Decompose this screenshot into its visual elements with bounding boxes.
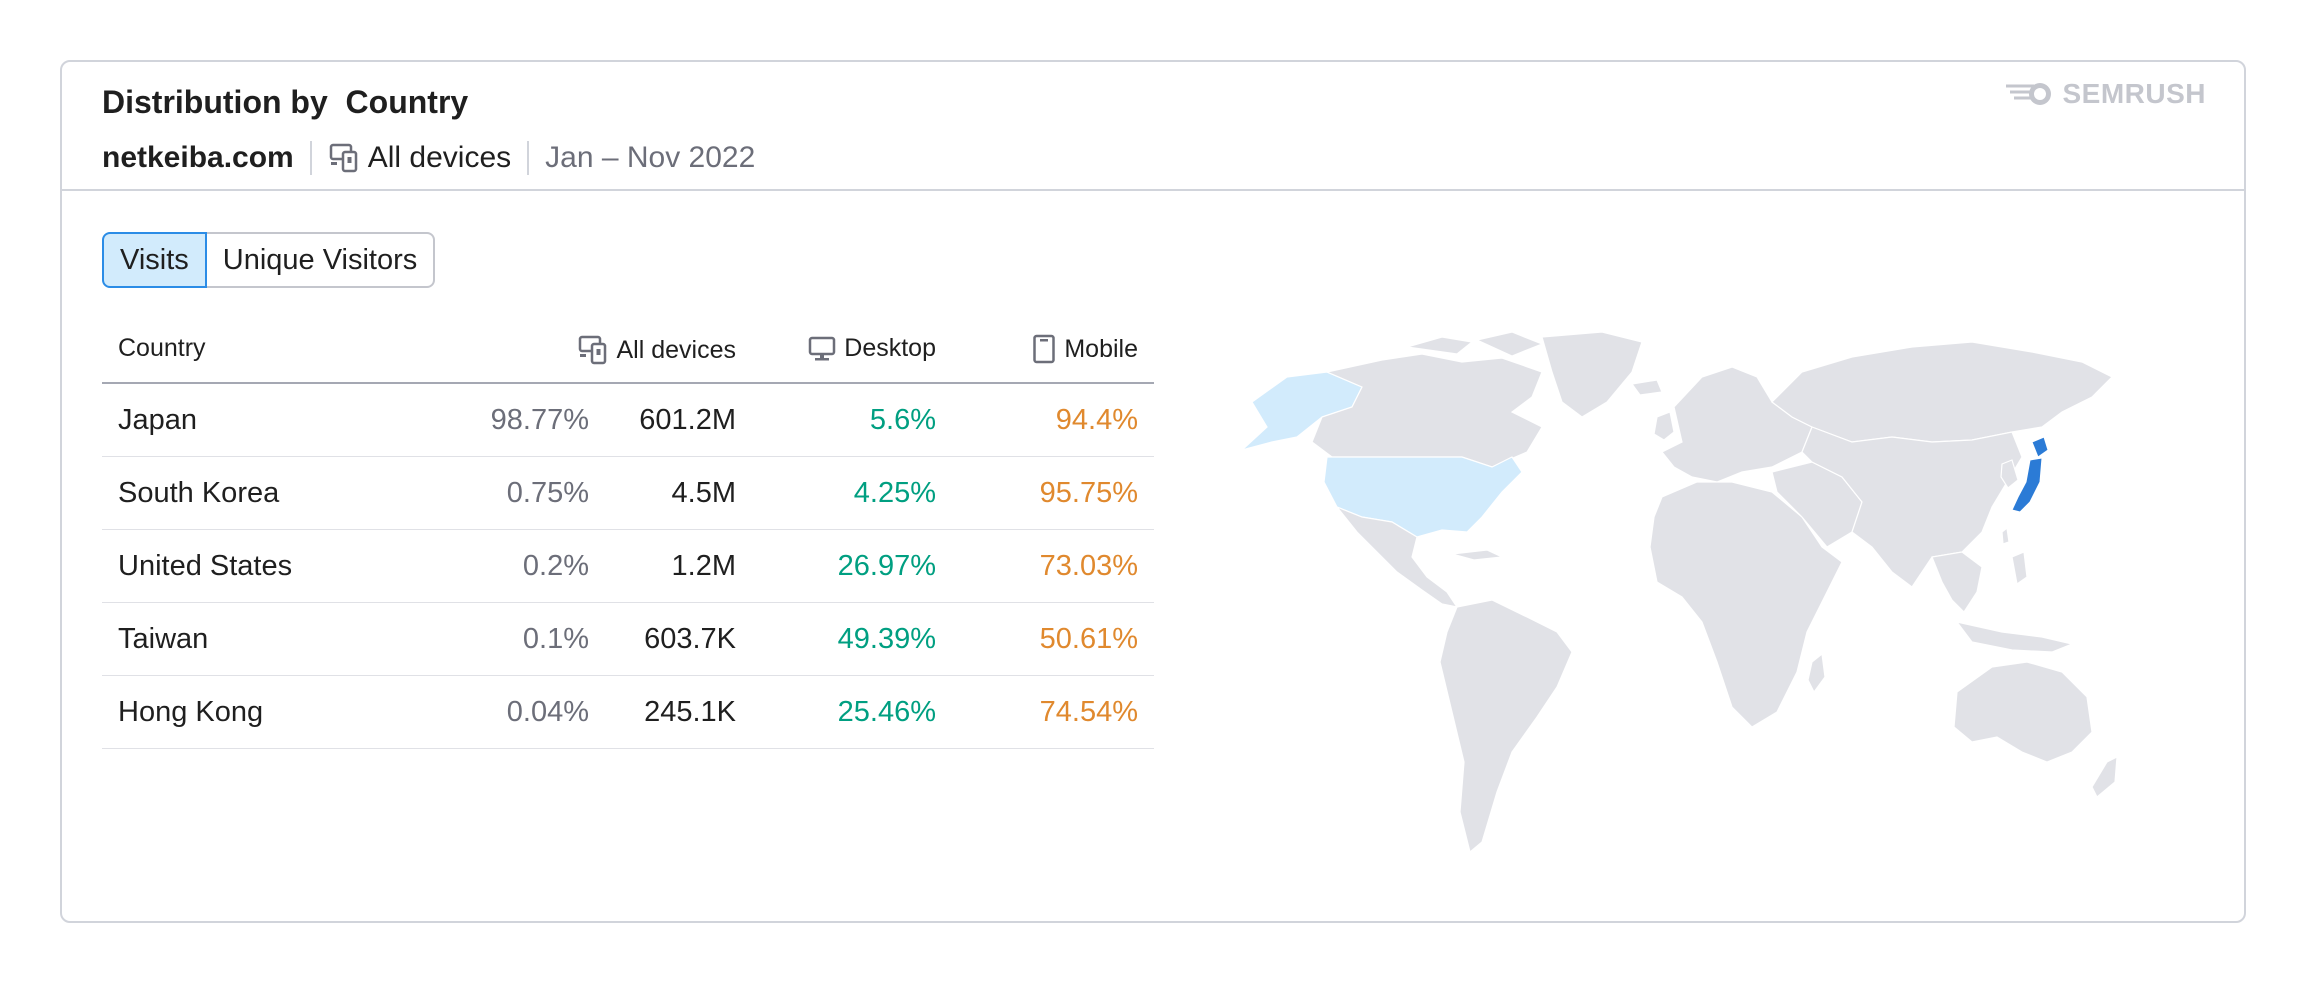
cell-mobile: 74.54% — [1039, 696, 1138, 728]
brand-name: SEMRUSH — [2062, 78, 2206, 109]
map-greenland[interactable] — [1541, 332, 1643, 418]
map-indonesia[interactable] — [1955, 551, 2074, 653]
semrush-logo-icon — [2006, 83, 2052, 105]
cell-share: 0.04% — [506, 696, 589, 728]
map-africa[interactable] — [1649, 481, 1843, 728]
cell-country: Taiwan — [118, 623, 209, 655]
map-japan[interactable] — [2011, 436, 2049, 513]
country-table: Country All devices Desktop — [102, 324, 1154, 749]
header-desktop[interactable]: Desktop — [808, 334, 936, 363]
cell-desktop: 25.46% — [837, 696, 936, 728]
table-row[interactable]: Taiwan 0.1% 603.7K 49.39% 50.61% — [102, 603, 1154, 676]
meta-separator — [527, 141, 530, 175]
cell-country: United States — [118, 550, 293, 582]
table-row[interactable]: United States 0.2% 1.2M 26.97% 73.03% — [102, 530, 1154, 603]
header-all-devices[interactable]: All devices — [577, 334, 737, 366]
header-mobile-label: Mobile — [1064, 334, 1138, 363]
cell-visits: 245.1K — [644, 696, 736, 728]
cell-visits: 1.2M — [671, 550, 736, 582]
map-uk[interactable] — [1653, 411, 1675, 441]
cell-desktop: 4.25% — [853, 477, 936, 509]
cell-mobile: 50.61% — [1039, 623, 1138, 655]
header-all-devices-label: All devices — [616, 335, 737, 364]
map-caribbean[interactable] — [1451, 549, 1505, 561]
table-row[interactable]: Hong Kong 0.04% 245.1K 25.46% 74.54% — [102, 676, 1154, 749]
distribution-widget: Distribution by Country SEMRUSH netkeiba… — [60, 60, 2246, 923]
device-filter-label: All devices — [367, 141, 512, 174]
map-europe[interactable] — [1661, 366, 1813, 483]
map-canada[interactable] — [1311, 353, 1543, 468]
date-range: Jan – Nov 2022 — [545, 141, 756, 174]
cell-country: South Korea — [118, 477, 280, 509]
map-arctic-islands[interactable] — [1406, 332, 1544, 357]
map-russia[interactable] — [1771, 341, 2114, 443]
table-row[interactable]: Japan 98.77% 601.2M 5.6% 94.4% — [102, 384, 1154, 457]
map-taiwan[interactable] — [2001, 526, 2010, 545]
cell-country: Japan — [118, 404, 198, 436]
meta-separator — [309, 141, 312, 175]
header-country-label: Country — [118, 334, 206, 362]
cell-share: 0.1% — [522, 623, 589, 655]
table-header: Country All devices Desktop — [102, 324, 1154, 384]
desktop-icon — [809, 336, 836, 360]
header-desktop-label: Desktop — [844, 334, 936, 362]
cell-desktop: 5.6% — [869, 404, 936, 436]
table-row[interactable]: South Korea 0.75% 4.5M 4.25% 95.75% — [102, 457, 1154, 530]
header-divider — [62, 189, 2244, 191]
cell-share: 0.75% — [506, 477, 589, 509]
widget-meta: netkeiba.com All devices Jan – Nov 2022 — [102, 138, 755, 178]
header-mobile[interactable]: Mobile — [1032, 334, 1138, 364]
cell-desktop: 26.97% — [837, 550, 936, 582]
map-mexico[interactable] — [1335, 505, 1459, 608]
tab-unique-visitors[interactable]: Unique Visitors — [206, 232, 436, 288]
mobile-icon — [1033, 334, 1056, 364]
cell-desktop: 49.39% — [837, 623, 936, 655]
cell-visits: 4.5M — [671, 477, 736, 509]
cell-visits: 601.2M — [639, 404, 736, 436]
metric-tabs: Visits Unique Visitors — [102, 232, 436, 288]
map-south-america[interactable] — [1439, 599, 1573, 854]
map-australia[interactable] — [1953, 661, 2093, 763]
tab-visits[interactable]: Visits — [102, 232, 207, 288]
map-southeast-asia[interactable] — [1931, 551, 1983, 613]
cell-country: Hong Kong — [118, 696, 264, 728]
device-filter[interactable]: All devices — [328, 141, 511, 175]
cell-share: 98.77% — [490, 404, 589, 436]
widget-title: Distribution by Country — [102, 84, 469, 120]
header-country[interactable]: Country — [118, 334, 206, 363]
cell-mobile: 94.4% — [1055, 404, 1138, 436]
world-map — [1241, 332, 2118, 854]
map-new-zealand[interactable] — [2091, 755, 2118, 798]
cell-mobile: 73.03% — [1039, 550, 1138, 582]
devices-icon — [578, 335, 606, 365]
cell-visits: 603.7K — [644, 623, 736, 655]
devices-icon — [329, 143, 357, 173]
cell-share: 0.2% — [522, 550, 589, 582]
semrush-logo: SEMRUSH — [2004, 78, 2206, 110]
domain-label: netkeiba.com — [102, 141, 294, 174]
map-korea[interactable] — [2000, 459, 2019, 489]
map-iceland[interactable] — [1630, 379, 1663, 396]
map-madagascar[interactable] — [1807, 652, 1826, 694]
cell-mobile: 95.75% — [1039, 477, 1138, 509]
